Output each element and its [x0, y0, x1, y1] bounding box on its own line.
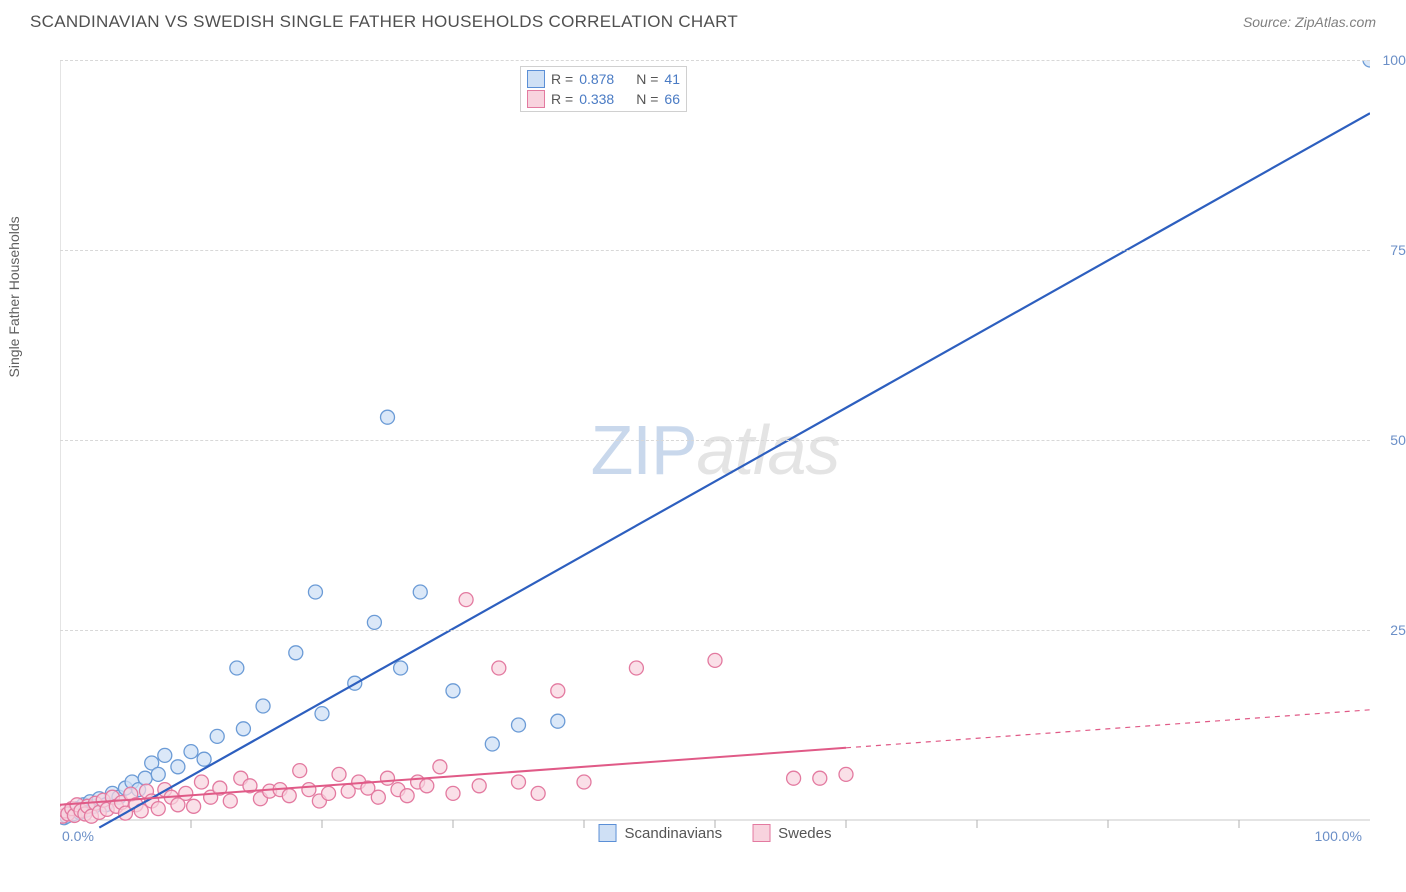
data-point [551, 714, 565, 728]
data-point [315, 707, 329, 721]
data-point [813, 771, 827, 785]
data-point [282, 789, 296, 803]
x-axis-min-label: 0.0% [62, 828, 94, 844]
data-point [308, 585, 322, 599]
data-point [394, 661, 408, 675]
data-point [433, 760, 447, 774]
scatter-plot-svg [60, 60, 1370, 842]
data-point [512, 718, 526, 732]
data-point [446, 786, 460, 800]
data-point [151, 802, 165, 816]
gridline [60, 440, 1370, 441]
data-point [459, 593, 473, 607]
legend-row: R = 0.338 N = 66 [527, 89, 680, 109]
data-point [158, 748, 172, 762]
gridline [60, 630, 1370, 631]
x-axis-max-label: 100.0% [1315, 828, 1362, 844]
data-point [256, 699, 270, 713]
data-point [171, 760, 185, 774]
data-point [708, 653, 722, 667]
legend-r-label: R = [551, 71, 573, 87]
legend-n-value: 41 [664, 71, 680, 87]
data-point [179, 786, 193, 800]
series-legend-item: Scandinavians [599, 824, 723, 842]
regression-line-extension [846, 710, 1370, 748]
data-point [138, 771, 152, 785]
series-legend-label: Swedes [778, 825, 831, 842]
correlation-legend-box: R = 0.878 N = 41 R = 0.338 N = 66 [520, 66, 687, 112]
legend-n-value: 66 [664, 91, 680, 107]
series-legend: Scandinavians Swedes [599, 824, 832, 842]
series-legend-item: Swedes [752, 824, 831, 842]
data-point [322, 786, 336, 800]
data-point [420, 779, 434, 793]
chart-container: Single Father Households ZIPatlas R =0.8… [60, 60, 1370, 840]
data-point [187, 799, 201, 813]
data-point [293, 764, 307, 778]
data-point [381, 410, 395, 424]
data-point [485, 737, 499, 751]
y-tick-label: 50.0% [1375, 432, 1406, 448]
legend-n-label: N = [636, 71, 658, 87]
legend-swatch [599, 824, 617, 842]
data-point [230, 661, 244, 675]
y-tick-label: 75.0% [1375, 242, 1406, 258]
y-tick-label: 25.0% [1375, 622, 1406, 638]
regression-line [99, 113, 1370, 827]
gridline [60, 250, 1370, 251]
data-point [289, 646, 303, 660]
data-point [381, 771, 395, 785]
data-point [492, 661, 506, 675]
data-point [236, 722, 250, 736]
data-point [531, 786, 545, 800]
series-legend-label: Scandinavians [625, 825, 723, 842]
legend-r-label: R = [551, 91, 573, 107]
data-point [302, 783, 316, 797]
legend-r-value: 0.338 [579, 91, 614, 107]
data-point [446, 684, 460, 698]
data-point [197, 752, 211, 766]
data-point [367, 615, 381, 629]
data-point [839, 767, 853, 781]
gridline [60, 60, 1370, 61]
data-point [210, 729, 224, 743]
data-point [400, 789, 414, 803]
data-point [413, 585, 427, 599]
data-point [223, 794, 237, 808]
legend-swatch [527, 70, 545, 88]
data-point [184, 745, 198, 759]
legend-swatch [752, 824, 770, 842]
data-point [1363, 60, 1370, 67]
data-point [629, 661, 643, 675]
legend-row: R = 0.878 N = 41 [527, 69, 680, 89]
data-point [512, 775, 526, 789]
data-point [194, 775, 208, 789]
y-axis-label: Single Father Households [6, 216, 22, 377]
data-point [577, 775, 591, 789]
data-point [151, 767, 165, 781]
data-point [551, 684, 565, 698]
data-point [332, 767, 346, 781]
legend-r-value: 0.878 [579, 71, 614, 87]
legend-n-label: N = [636, 91, 658, 107]
data-point [472, 779, 486, 793]
y-tick-label: 100.0% [1375, 52, 1406, 68]
legend-swatch [527, 90, 545, 108]
data-point [371, 790, 385, 804]
chart-title: SCANDINAVIAN VS SWEDISH SINGLE FATHER HO… [30, 12, 738, 32]
data-point [787, 771, 801, 785]
source-attribution: Source: ZipAtlas.com [1243, 14, 1376, 30]
